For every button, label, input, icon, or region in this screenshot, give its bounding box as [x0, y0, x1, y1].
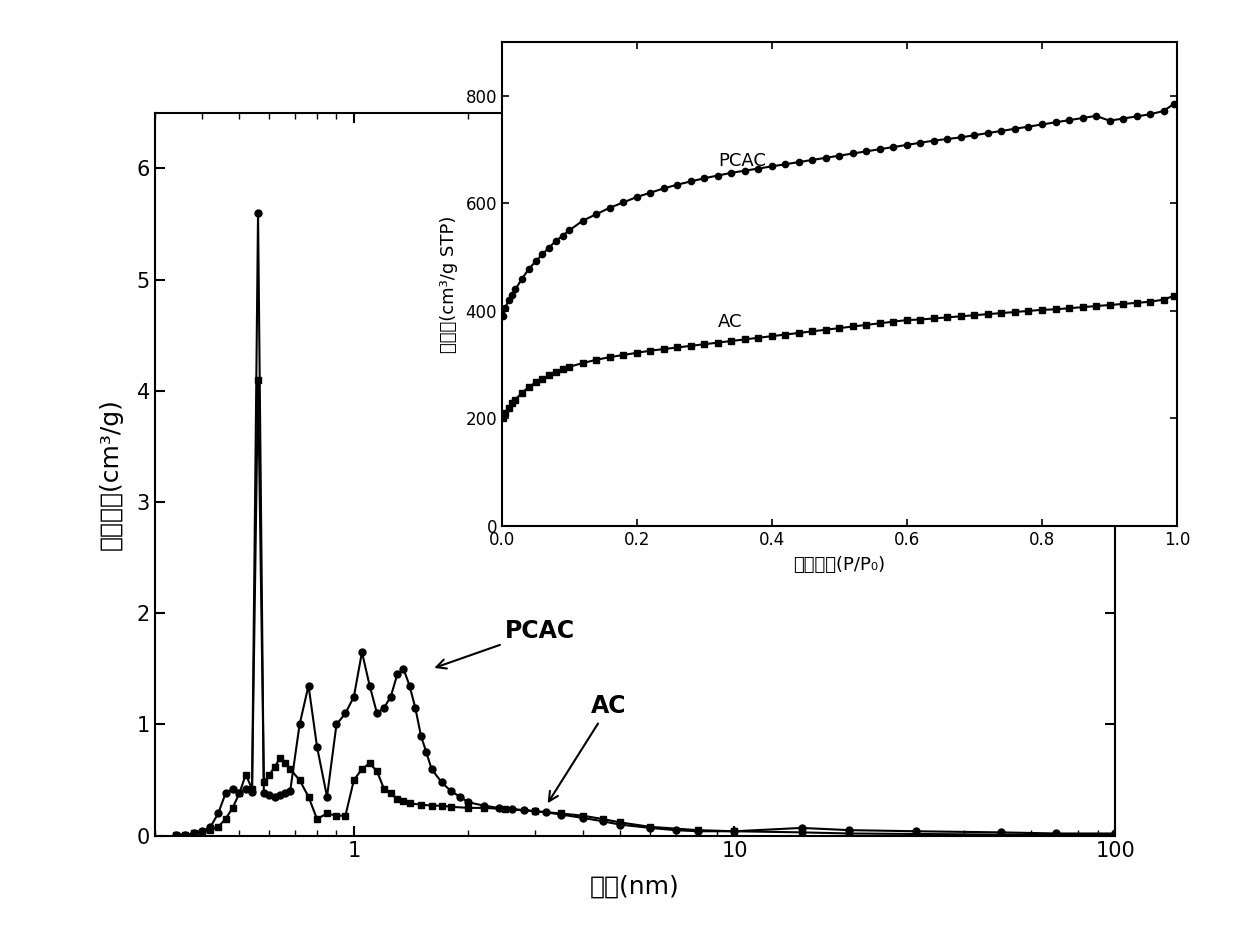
- Text: AC: AC: [717, 313, 742, 331]
- Text: PCAC: PCAC: [717, 152, 766, 170]
- Text: PCAC: PCAC: [436, 619, 575, 669]
- Y-axis label: 吸附量(cm³/g STP): 吸附量(cm³/g STP): [440, 215, 458, 353]
- X-axis label: 孔径(nm): 孔径(nm): [590, 874, 680, 899]
- X-axis label: 相对压力(P/P₀): 相对压力(P/P₀): [793, 556, 886, 574]
- Y-axis label: 孔径微分(cm³/g): 孔径微分(cm³/g): [99, 398, 123, 550]
- Text: AC: AC: [549, 694, 627, 801]
